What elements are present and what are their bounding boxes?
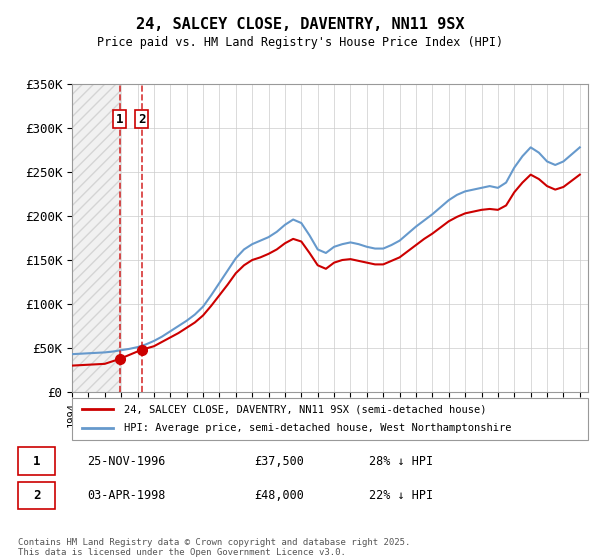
Text: 2: 2 [33,489,41,502]
Text: 28% ↓ HPI: 28% ↓ HPI [369,455,433,468]
Text: 2: 2 [138,113,145,125]
Text: £37,500: £37,500 [254,455,304,468]
Text: 1: 1 [116,113,123,125]
Text: HPI: Average price, semi-detached house, West Northamptonshire: HPI: Average price, semi-detached house,… [124,423,511,433]
Text: 24, SALCEY CLOSE, DAVENTRY, NN11 9SX (semi-detached house): 24, SALCEY CLOSE, DAVENTRY, NN11 9SX (se… [124,404,486,414]
FancyBboxPatch shape [72,398,588,440]
Text: 1: 1 [33,455,41,468]
Text: 24, SALCEY CLOSE, DAVENTRY, NN11 9SX: 24, SALCEY CLOSE, DAVENTRY, NN11 9SX [136,17,464,32]
FancyBboxPatch shape [18,482,55,510]
Text: 22% ↓ HPI: 22% ↓ HPI [369,489,433,502]
Text: Price paid vs. HM Land Registry's House Price Index (HPI): Price paid vs. HM Land Registry's House … [97,36,503,49]
Text: £48,000: £48,000 [254,489,304,502]
Text: 03-APR-1998: 03-APR-1998 [87,489,165,502]
Text: 25-NOV-1996: 25-NOV-1996 [87,455,165,468]
FancyBboxPatch shape [18,447,55,475]
Text: Contains HM Land Registry data © Crown copyright and database right 2025.
This d: Contains HM Land Registry data © Crown c… [18,538,410,557]
